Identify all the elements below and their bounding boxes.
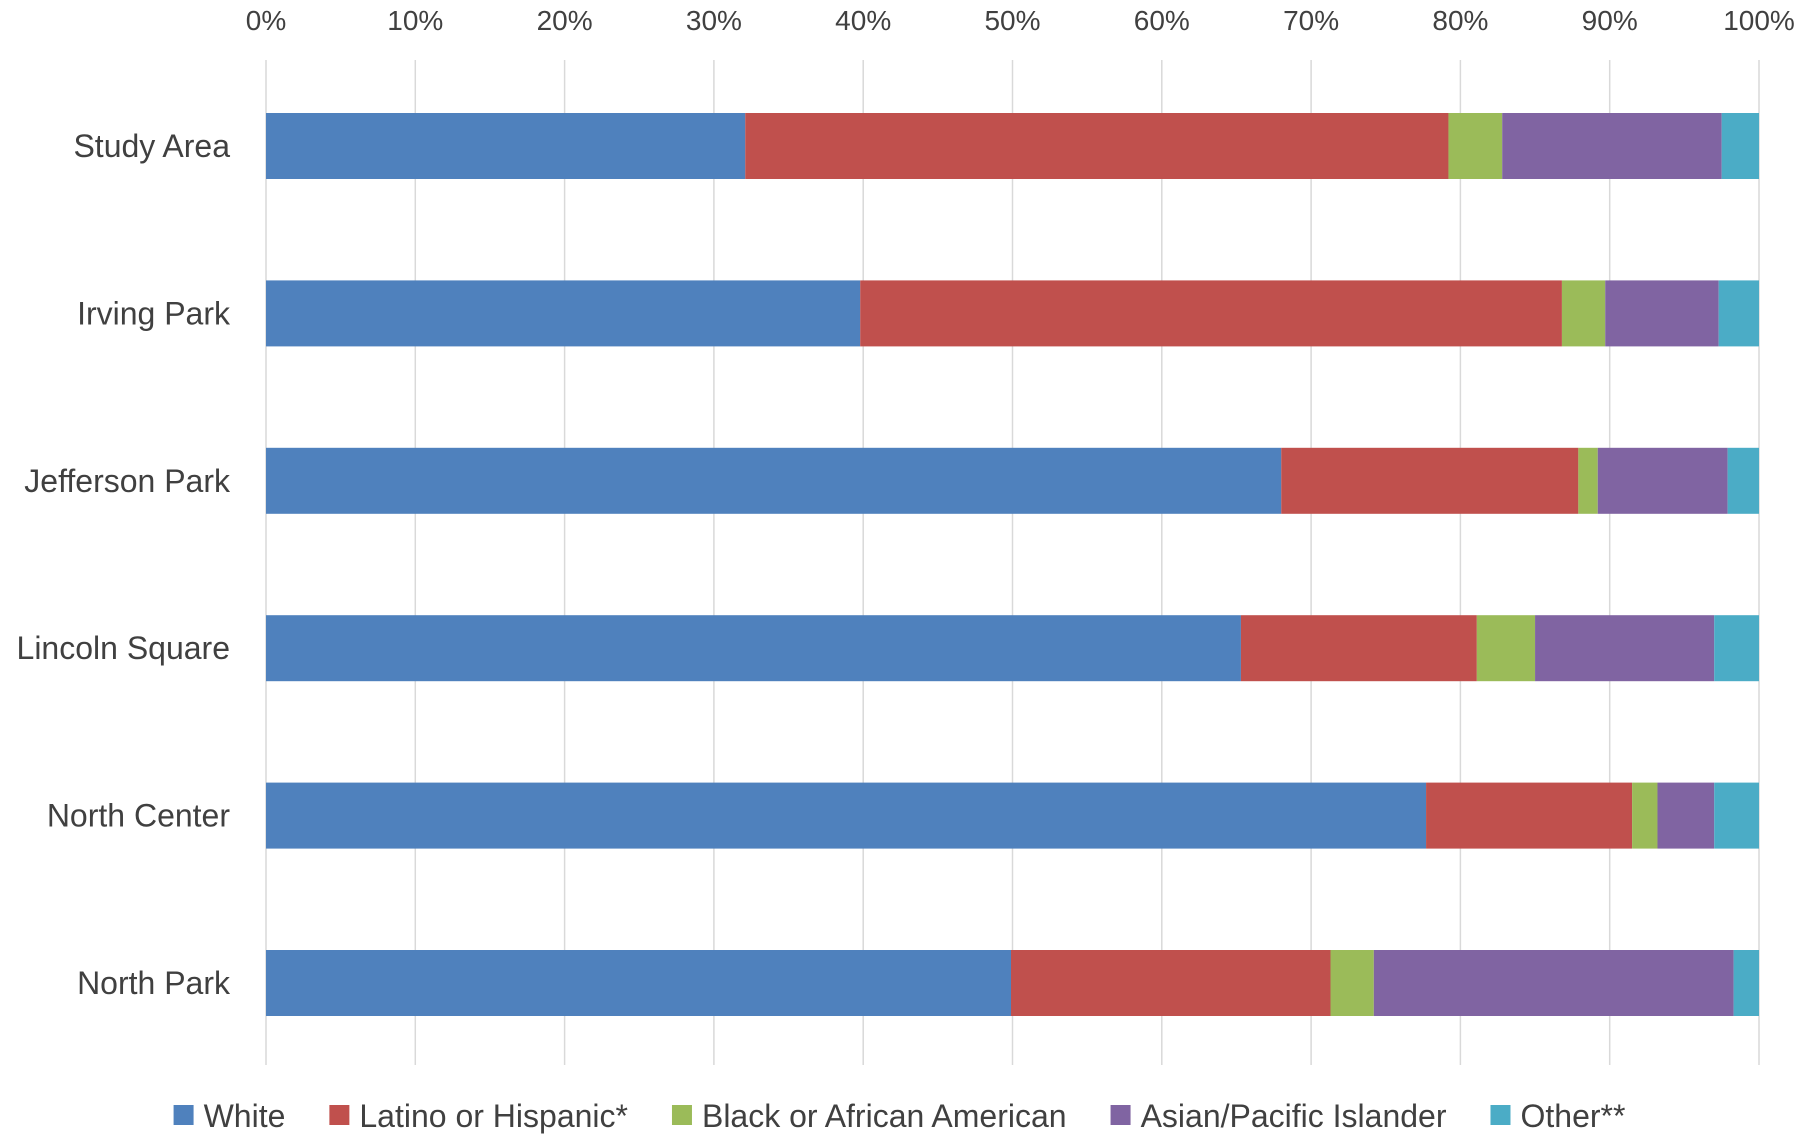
bar-segment-white: [266, 447, 1282, 514]
bar-segment-asian-pacific-islander: [1502, 113, 1722, 179]
bar-segment-asian-pacific-islander: [1373, 950, 1734, 1016]
legend-item-latino-or-hispanic: Latino or Hispanic*: [329, 1098, 628, 1134]
bar-row-irving-park: [266, 280, 1759, 347]
bar-segment-asian-pacific-islander: [1657, 782, 1715, 849]
bars: [266, 113, 1759, 1016]
bar-segment-latino-or-hispanic: [1011, 950, 1331, 1016]
legend-swatch: [671, 1105, 692, 1125]
bar-segment-other: [1727, 447, 1759, 514]
category-label: North Park: [77, 965, 231, 1001]
bar-segment-other: [1721, 113, 1759, 179]
x-tick-label: 0%: [246, 5, 286, 36]
bar-segment-white: [266, 280, 861, 347]
category-label: Irving Park: [77, 295, 231, 331]
x-tick-label: 30%: [686, 5, 742, 36]
legend-label: Latino or Hispanic*: [359, 1098, 628, 1134]
bar-row-study-area: [266, 113, 1759, 179]
bar-segment-other: [1733, 950, 1759, 1016]
legend-label: Other**: [1520, 1098, 1625, 1134]
bar-segment-white: [266, 782, 1427, 849]
legend-item-white: White: [173, 1098, 286, 1134]
x-tick-label: 20%: [537, 5, 593, 36]
x-tick-label: 90%: [1582, 5, 1638, 36]
legend: White Latino or Hispanic* Black or African…: [173, 1098, 1625, 1134]
bar-segment-latino-or-hispanic: [1426, 782, 1633, 849]
category-label: North Center: [47, 798, 231, 834]
legend-item-asian-pacific-islander: Asian/Pacific Islander: [1110, 1098, 1447, 1134]
legend-swatch: [1110, 1105, 1131, 1125]
bar-segment-latino-or-hispanic: [1240, 615, 1477, 682]
bar-segment-latino-or-hispanic: [745, 113, 1449, 179]
x-tick-label: 40%: [835, 5, 891, 36]
legend-label: Asian/Pacific Islander: [1141, 1098, 1447, 1134]
x-tick-label: 100%: [1723, 5, 1795, 36]
legend-item-other: Other**: [1490, 1098, 1625, 1134]
bar-segment-other: [1718, 280, 1759, 347]
bar-row-north-park: [266, 950, 1759, 1016]
bar-segment-latino-or-hispanic: [1281, 447, 1579, 514]
bar-row-north-center: [266, 782, 1759, 849]
bar-segment-black-or-african-american: [1561, 280, 1606, 347]
category-labels: Study Area Irving Park Jefferson Park Linco…: [17, 128, 231, 1001]
category-label: Study Area: [73, 128, 230, 164]
legend-item-black-or-african-american: Black or African American: [671, 1098, 1067, 1134]
legend-swatch: [329, 1105, 350, 1125]
bar-segment-asian-pacific-islander: [1597, 447, 1728, 514]
x-tick-label: 80%: [1432, 5, 1488, 36]
bar-segment-other: [1714, 782, 1759, 849]
bar-row-lincoln-square: [266, 615, 1759, 682]
bar-segment-white: [266, 615, 1241, 682]
bar-segment-latino-or-hispanic: [860, 280, 1562, 347]
x-axis-ticks: 0% 10% 20% 30% 40% 50% 60% 70% 80% 90% 100%: [246, 5, 1795, 36]
x-tick-label: 70%: [1283, 5, 1339, 36]
x-tick-label: 60%: [1134, 5, 1190, 36]
legend-swatch: [1490, 1105, 1511, 1125]
bar-segment-other: [1714, 615, 1759, 682]
bar-segment-black-or-african-american: [1476, 615, 1536, 682]
legend-swatch: [173, 1105, 194, 1125]
bar-segment-asian-pacific-islander: [1605, 280, 1719, 347]
bar-segment-black-or-african-american: [1632, 782, 1658, 849]
x-tick-label: 10%: [387, 5, 443, 36]
bar-segment-black-or-african-american: [1578, 447, 1598, 514]
bar-segment-white: [266, 950, 1012, 1016]
bar-segment-asian-pacific-islander: [1535, 615, 1715, 682]
bar-segment-black-or-african-american: [1448, 113, 1503, 179]
gridlines: [265, 60, 1760, 1065]
bar-segment-white: [266, 113, 746, 179]
bar-segment-black-or-african-american: [1330, 950, 1374, 1016]
legend-label: Black or African American: [702, 1098, 1067, 1134]
bar-row-jefferson-park: [266, 447, 1759, 514]
x-tick-label: 50%: [984, 5, 1040, 36]
category-label: Jefferson Park: [24, 463, 231, 499]
category-label: Lincoln Square: [17, 630, 230, 666]
legend-label: White: [204, 1098, 286, 1134]
